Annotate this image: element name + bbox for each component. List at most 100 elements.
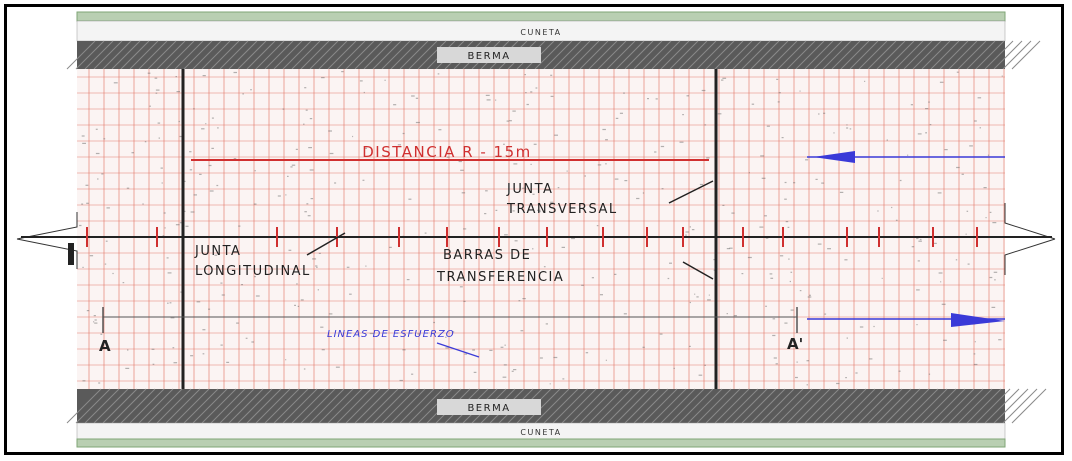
hatch-line [354,40,384,70]
concrete-speckle [334,182,337,184]
left-break-symbol [16,212,78,240]
concrete-speckle [503,143,505,145]
concrete-speckle [250,89,252,91]
concrete-speckle [686,95,689,97]
hatch-line [732,40,762,70]
concrete-speckle [731,212,735,214]
concrete-speckle [82,380,86,382]
hatch-line [318,388,354,424]
transverse-joint-label-line1: JUNTA [506,182,553,197]
hatch-line [525,388,561,424]
concrete-speckle [696,296,699,298]
concrete-speckle [335,366,340,368]
concrete-speckle [539,357,543,359]
concrete-speckle [956,166,960,169]
concrete-speckle [789,280,791,283]
concrete-speckle [790,271,793,273]
hatch-line [75,40,105,70]
hatch-line [723,388,759,424]
hatch-line [876,40,906,70]
concrete-speckle [514,240,518,242]
concrete-speckle [472,349,475,351]
concrete-speckle [928,101,930,103]
concrete-speckle [660,145,665,148]
concrete-speckle [226,361,230,363]
concrete-speckle [974,341,976,343]
hatch-line [291,40,321,70]
hatch-line [165,40,195,70]
hatch-line [417,40,447,70]
concrete-speckle [147,72,151,74]
concrete-speckle [605,139,608,141]
concrete-speckle [95,152,100,155]
concrete-speckle [726,248,730,250]
concrete-speckle [82,266,84,268]
concrete-speckle [167,302,169,304]
concrete-speckle [973,353,976,355]
concrete-speckle [502,376,507,378]
concrete-speckle [877,210,879,212]
concrete-speckle [233,71,237,74]
concrete-speckle [642,346,645,348]
concrete-speckle [940,281,942,283]
hatch-line [372,40,402,70]
concrete-speckle [220,282,223,284]
concrete-speckle [698,374,703,376]
concrete-speckle [89,255,94,257]
transverse-joint-leader [668,180,714,204]
concrete-speckle [82,142,86,144]
hatch-line [1011,388,1047,424]
concrete-speckle [733,315,737,317]
concrete-speckle [1001,75,1003,77]
concrete-speckle [285,359,287,361]
concrete-speckle [406,279,410,281]
concrete-speckle [190,355,194,357]
concrete-speckle [562,378,565,380]
hatch-line [759,40,789,70]
concrete-speckle [93,321,95,323]
hatch-line [102,388,138,424]
hatch-line [858,40,888,70]
concrete-speckle [297,305,300,307]
concrete-speckle [550,95,554,97]
hatch-line [93,40,123,70]
hatch-line [633,40,663,70]
right-break-symbol-lower [1004,238,1056,275]
concrete-speckle [402,349,406,351]
concrete-speckle [93,315,96,317]
longitudinal-joint-leader [306,232,346,256]
concrete-speckle [911,246,915,248]
concrete-speckle [973,363,978,366]
concrete-speckle [751,103,755,105]
concrete-speckle [433,321,435,324]
hatch-line [615,40,645,70]
hatch-line [876,388,912,424]
concrete-speckle [967,263,970,265]
hatch-line [966,40,996,70]
concrete-speckle [365,265,367,267]
hatch-line [588,40,618,70]
hatch-line [795,388,831,424]
concrete-speckle [86,202,89,204]
hatch-line [741,40,771,70]
concrete-speckle [605,359,607,361]
concrete-speckle [717,113,722,115]
hatch-line [345,40,375,70]
concrete-speckle [881,277,883,279]
concrete-speckle [925,132,927,134]
concrete-speckle [202,329,206,331]
concrete-speckle [748,172,750,174]
concrete-speckle [584,175,586,177]
hatch-line [975,40,1005,70]
hatch-line [219,388,255,424]
concrete-speckle [309,118,313,120]
concrete-speckle [95,128,98,130]
concrete-speckle [216,184,219,187]
concrete-speckle [864,80,866,82]
concrete-speckle [526,103,529,106]
concrete-speckle [747,256,752,259]
concrete-speckle [925,108,929,110]
concrete-speckle [160,167,163,169]
hatch-line [885,388,921,424]
hatch-line [930,388,966,424]
